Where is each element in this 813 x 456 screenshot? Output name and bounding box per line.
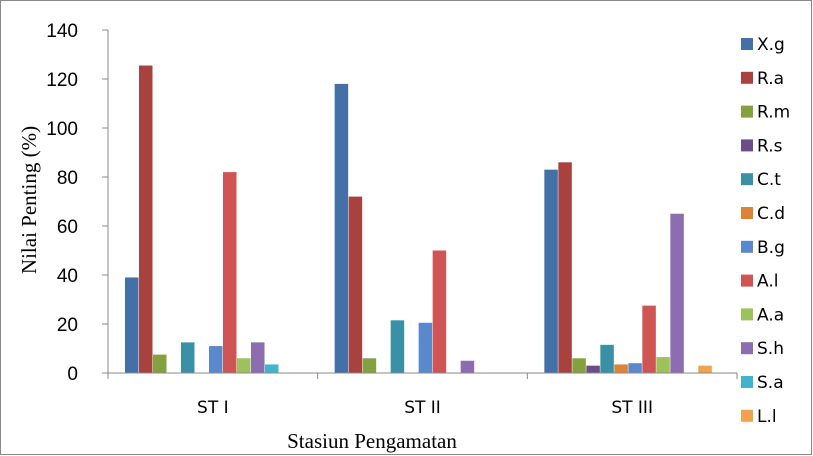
legend-label: X.g bbox=[757, 35, 785, 55]
y-tick-label: 0 bbox=[67, 364, 78, 385]
bar-rm-1 bbox=[153, 354, 167, 373]
y-tick-label: 100 bbox=[46, 119, 78, 140]
x-category-label: ST I bbox=[197, 398, 229, 418]
legend-swatch bbox=[741, 240, 753, 253]
bar-ct-2 bbox=[390, 320, 405, 373]
bar-cd-3 bbox=[614, 364, 628, 373]
bar-ct-3 bbox=[600, 344, 614, 373]
bar-rm-2 bbox=[362, 358, 377, 373]
legend-swatch bbox=[741, 207, 753, 219]
legend-label: A.l bbox=[757, 272, 778, 292]
bar-bg-3 bbox=[628, 363, 642, 373]
bar-sh-1 bbox=[251, 342, 265, 373]
bar-al-3 bbox=[642, 305, 656, 373]
legend-swatch bbox=[741, 409, 753, 422]
bars-group bbox=[125, 65, 712, 374]
bar-rm-3 bbox=[572, 358, 586, 373]
y-tick-label: 60 bbox=[57, 217, 78, 238]
bar-xg-2 bbox=[334, 83, 349, 374]
y-tick-label: 40 bbox=[57, 266, 78, 287]
bar-sh-3 bbox=[670, 213, 684, 373]
legend-label: R.s bbox=[757, 136, 783, 156]
bar-ra-3 bbox=[558, 162, 572, 373]
legend: X.g R.a R.m R.s C.t C.d B.g A.l A.a S.h S.a L.l bbox=[741, 35, 790, 427]
legend-swatch bbox=[741, 376, 753, 388]
legend-swatch bbox=[741, 173, 753, 186]
legend-label: R.m bbox=[757, 103, 790, 123]
bar-ra-1 bbox=[139, 65, 153, 374]
y-tick-label: 20 bbox=[57, 315, 78, 336]
y-axis-title: Nilai Penting (%) bbox=[17, 126, 41, 274]
bar-bg-2 bbox=[418, 322, 433, 373]
x-category-label: ST III bbox=[611, 398, 653, 418]
bar-xg-1 bbox=[125, 277, 139, 373]
bar-sa-1 bbox=[265, 364, 279, 373]
x-axis-categories: ST I ST II ST III bbox=[107, 373, 738, 418]
legend-swatch bbox=[741, 71, 753, 84]
legend-label: S.a bbox=[757, 373, 784, 393]
y-tick-label: 140 bbox=[46, 21, 78, 42]
bar-al-2 bbox=[432, 250, 447, 373]
bar-ll-3 bbox=[698, 365, 712, 373]
legend-label: S.h bbox=[757, 339, 784, 359]
bar-bg-1 bbox=[209, 346, 223, 373]
legend-swatch bbox=[741, 105, 753, 118]
legend-swatch bbox=[741, 274, 753, 287]
legend-label: C.d bbox=[757, 204, 785, 224]
legend-swatch bbox=[741, 38, 753, 50]
legend-label: L.l bbox=[757, 407, 777, 427]
y-tick-label: 120 bbox=[46, 70, 78, 91]
legend-label: R.a bbox=[757, 69, 784, 89]
y-axis-ticks: 0 20 40 60 80 100 120 140 bbox=[46, 21, 108, 385]
bar-aa-1 bbox=[237, 358, 251, 373]
legend-swatch bbox=[741, 308, 753, 321]
x-category-label: ST II bbox=[404, 398, 441, 418]
legend-label: B.g bbox=[757, 238, 785, 258]
bar-sh-2 bbox=[460, 360, 475, 373]
bar-al-1 bbox=[223, 172, 237, 373]
bar-rs-3 bbox=[586, 365, 600, 373]
legend-label: C.t bbox=[757, 170, 781, 190]
bar-aa-3 bbox=[656, 357, 670, 373]
legend-label: A.a bbox=[757, 305, 784, 325]
bar-ra-2 bbox=[348, 196, 363, 373]
bar-ct-1 bbox=[181, 342, 195, 373]
x-axis-title: Stasiun Pengamatan bbox=[287, 429, 457, 453]
bar-xg-3 bbox=[544, 169, 558, 373]
legend-swatch bbox=[741, 342, 753, 355]
legend-swatch bbox=[741, 139, 753, 152]
y-tick-label: 80 bbox=[57, 168, 78, 189]
